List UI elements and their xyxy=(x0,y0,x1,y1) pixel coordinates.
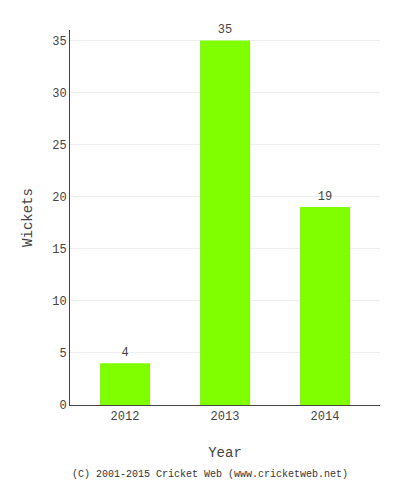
svg-text:35: 35 xyxy=(52,35,66,49)
svg-text:2013: 2013 xyxy=(211,410,240,424)
svg-text:0: 0 xyxy=(59,399,66,413)
svg-text:25: 25 xyxy=(52,139,66,153)
svg-text:2014: 2014 xyxy=(311,410,340,424)
svg-text:10: 10 xyxy=(52,295,66,309)
svg-text:5: 5 xyxy=(59,347,66,361)
svg-text:20: 20 xyxy=(52,191,66,205)
svg-text:Year: Year xyxy=(208,445,242,461)
svg-text:15: 15 xyxy=(52,243,66,257)
svg-text:30: 30 xyxy=(52,87,66,101)
svg-text:(C) 2001-2015 Cricket Web (www: (C) 2001-2015 Cricket Web (www.cricketwe… xyxy=(72,469,348,480)
svg-text:Wickets: Wickets xyxy=(20,188,36,247)
svg-text:35: 35 xyxy=(218,23,232,37)
svg-text:2012: 2012 xyxy=(111,410,140,424)
svg-text:19: 19 xyxy=(318,190,332,204)
svg-text:4: 4 xyxy=(121,346,128,360)
